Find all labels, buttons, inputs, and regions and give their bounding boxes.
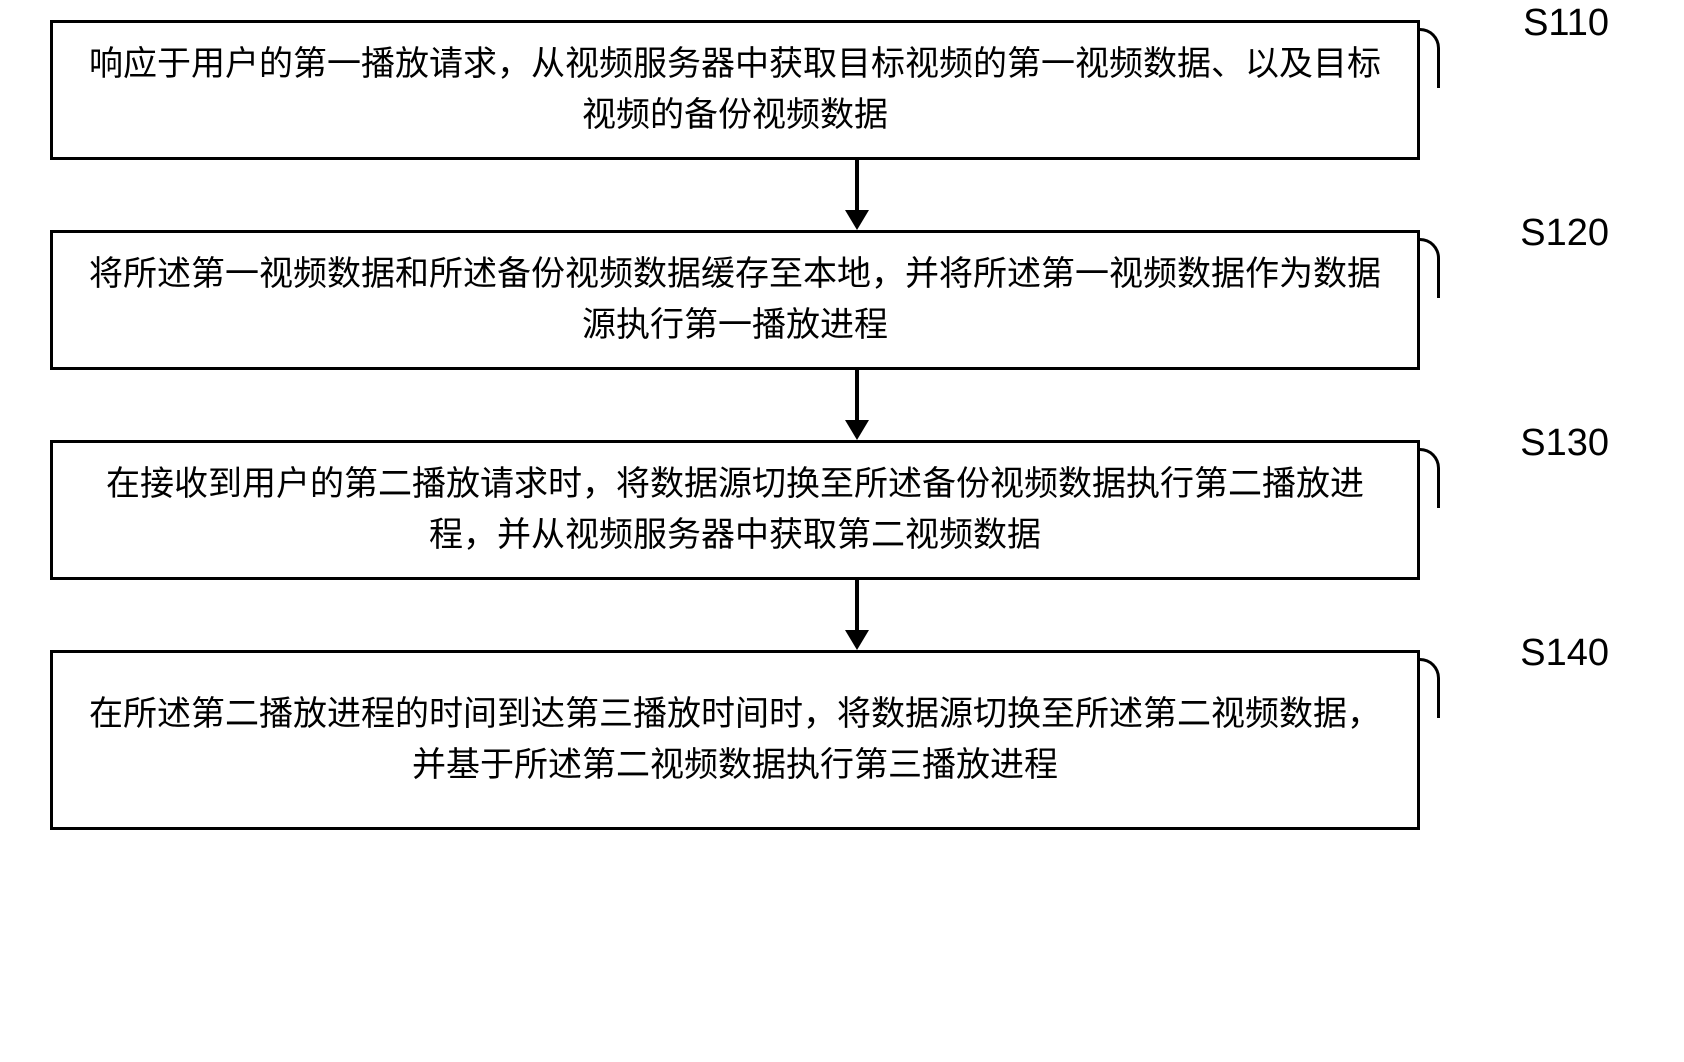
- flowchart-step: 响应于用户的第一播放请求，从视频服务器中获取目标视频的第一视频数据、以及目标视频…: [20, 20, 1664, 160]
- step-text: 在所述第二播放进程的时间到达第三播放时间时，将数据源切换至所述第二视频数据，并基…: [83, 689, 1387, 791]
- step-label: S130: [1520, 422, 1609, 465]
- step-box: 在所述第二播放进程的时间到达第三播放时间时，将数据源切换至所述第二视频数据，并基…: [50, 650, 1420, 830]
- arrow: [172, 580, 1542, 650]
- connector-curve: [1420, 658, 1440, 718]
- connector-curve: [1420, 238, 1440, 298]
- arrow-head-icon: [845, 630, 869, 650]
- step-box: 响应于用户的第一播放请求，从视频服务器中获取目标视频的第一视频数据、以及目标视频…: [50, 20, 1420, 160]
- step-box: 将所述第一视频数据和所述备份视频数据缓存至本地，并将所述第一视频数据作为数据源执…: [50, 230, 1420, 370]
- step-label: S140: [1520, 632, 1609, 675]
- flowchart-step: 将所述第一视频数据和所述备份视频数据缓存至本地，并将所述第一视频数据作为数据源执…: [20, 230, 1664, 370]
- step-text: 响应于用户的第一播放请求，从视频服务器中获取目标视频的第一视频数据、以及目标视频…: [83, 39, 1387, 141]
- arrow: [172, 160, 1542, 230]
- step-text: 将所述第一视频数据和所述备份视频数据缓存至本地，并将所述第一视频数据作为数据源执…: [83, 249, 1387, 351]
- arrow-head-icon: [845, 420, 869, 440]
- connector-curve: [1420, 28, 1440, 88]
- arrow-line: [855, 160, 859, 210]
- arrow-head-icon: [845, 210, 869, 230]
- flowchart-diagram: 响应于用户的第一播放请求，从视频服务器中获取目标视频的第一视频数据、以及目标视频…: [20, 20, 1664, 830]
- step-label: S120: [1520, 212, 1609, 255]
- flowchart-step: 在所述第二播放进程的时间到达第三播放时间时，将数据源切换至所述第二视频数据，并基…: [20, 650, 1664, 830]
- flowchart-step: 在接收到用户的第二播放请求时，将数据源切换至所述备份视频数据执行第二播放进程，并…: [20, 440, 1664, 580]
- step-label: S110: [1523, 2, 1609, 45]
- arrow-line: [855, 370, 859, 420]
- arrow-line: [855, 580, 859, 630]
- connector-curve: [1420, 448, 1440, 508]
- step-text: 在接收到用户的第二播放请求时，将数据源切换至所述备份视频数据执行第二播放进程，并…: [83, 459, 1387, 561]
- step-box: 在接收到用户的第二播放请求时，将数据源切换至所述备份视频数据执行第二播放进程，并…: [50, 440, 1420, 580]
- arrow: [172, 370, 1542, 440]
